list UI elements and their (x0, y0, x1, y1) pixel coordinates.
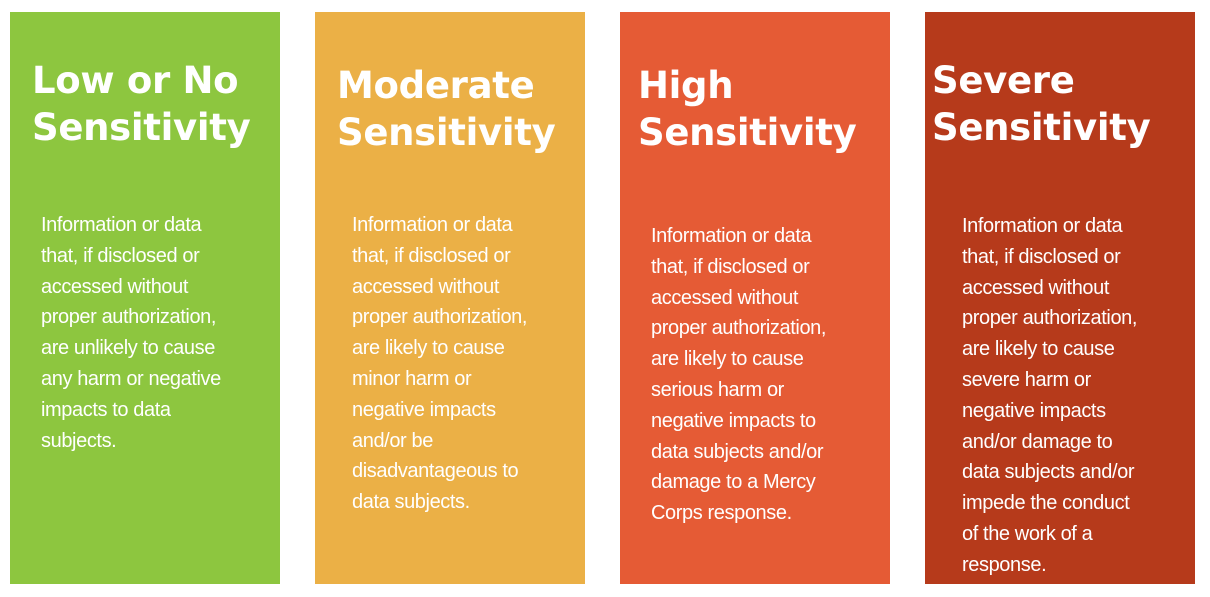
card-title: Moderate Sensitivity (337, 64, 556, 154)
sensitivity-card-severe: Severe Sensitivity Information or data t… (925, 12, 1195, 584)
card-title: Severe Sensitivity (932, 59, 1151, 149)
card-description: Information or data that, if disclosed o… (962, 215, 1138, 576)
card-title: Low or No Sensitivity (32, 59, 251, 149)
sensitivity-card-high: High Sensitivity Information or data tha… (620, 12, 890, 584)
card-description: Information or data that, if disclosed o… (651, 225, 827, 525)
card-description: Information or data that, if disclosed o… (41, 214, 221, 452)
sensitivity-card-low: Low or No Sensitivity Information or dat… (10, 12, 280, 584)
sensitivity-card-moderate: Moderate Sensitivity Information or data… (315, 12, 585, 584)
card-description: Information or data that, if disclosed o… (352, 214, 528, 514)
card-title: High Sensitivity (638, 64, 857, 154)
